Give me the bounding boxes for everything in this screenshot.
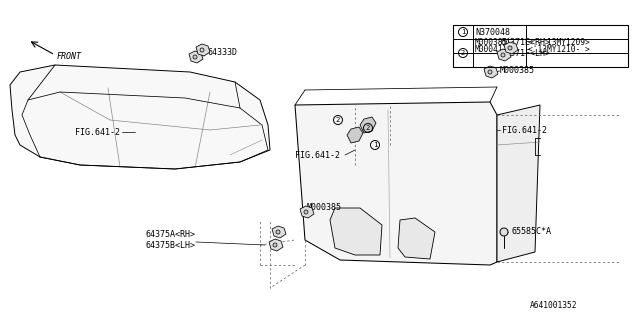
Polygon shape [10, 65, 270, 169]
Text: 64333D: 64333D [207, 47, 237, 57]
Polygon shape [497, 105, 540, 262]
Text: 65585C*A: 65585C*A [512, 228, 552, 236]
Text: 64375A<RH>
64375B<LH>: 64375A<RH> 64375B<LH> [145, 230, 195, 250]
Polygon shape [504, 42, 518, 54]
Text: 2: 2 [461, 50, 465, 56]
Polygon shape [360, 117, 376, 133]
Text: < -'13MY1209>: < -'13MY1209> [528, 38, 589, 47]
Polygon shape [398, 218, 435, 259]
Text: A641001352: A641001352 [530, 300, 577, 309]
Text: M000385: M000385 [307, 204, 342, 212]
Circle shape [488, 70, 492, 74]
Circle shape [276, 230, 280, 234]
Polygon shape [269, 239, 283, 251]
Polygon shape [330, 208, 382, 255]
Text: 2: 2 [336, 117, 340, 123]
Circle shape [508, 46, 512, 50]
Polygon shape [347, 127, 363, 143]
Text: 1: 1 [373, 142, 377, 148]
Text: N370048: N370048 [475, 28, 510, 36]
Polygon shape [189, 51, 203, 63]
Circle shape [500, 228, 508, 236]
Polygon shape [484, 66, 498, 78]
Text: FIG.641-2: FIG.641-2 [75, 127, 120, 137]
Text: 1: 1 [461, 29, 465, 35]
Polygon shape [300, 206, 314, 218]
Circle shape [193, 55, 197, 59]
Text: 64371E<RH>
64371F<LH>: 64371E<RH> 64371F<LH> [500, 38, 550, 58]
Polygon shape [497, 49, 511, 61]
Circle shape [501, 53, 505, 57]
Polygon shape [272, 226, 286, 238]
Bar [453, 25, 628, 67]
Text: M000412: M000412 [475, 45, 508, 54]
Text: 2: 2 [366, 125, 370, 131]
Circle shape [273, 243, 277, 247]
Polygon shape [196, 44, 210, 56]
Text: FIG.641-2: FIG.641-2 [502, 125, 547, 134]
Text: FRONT: FRONT [57, 52, 82, 60]
Polygon shape [295, 102, 497, 265]
Text: <'13MY1210- >: <'13MY1210- > [528, 45, 589, 54]
Text: M000385: M000385 [475, 38, 508, 47]
Circle shape [200, 48, 204, 52]
Text: FIG.641-2: FIG.641-2 [295, 150, 340, 159]
Circle shape [304, 210, 308, 214]
Text: M000385: M000385 [500, 66, 535, 75]
